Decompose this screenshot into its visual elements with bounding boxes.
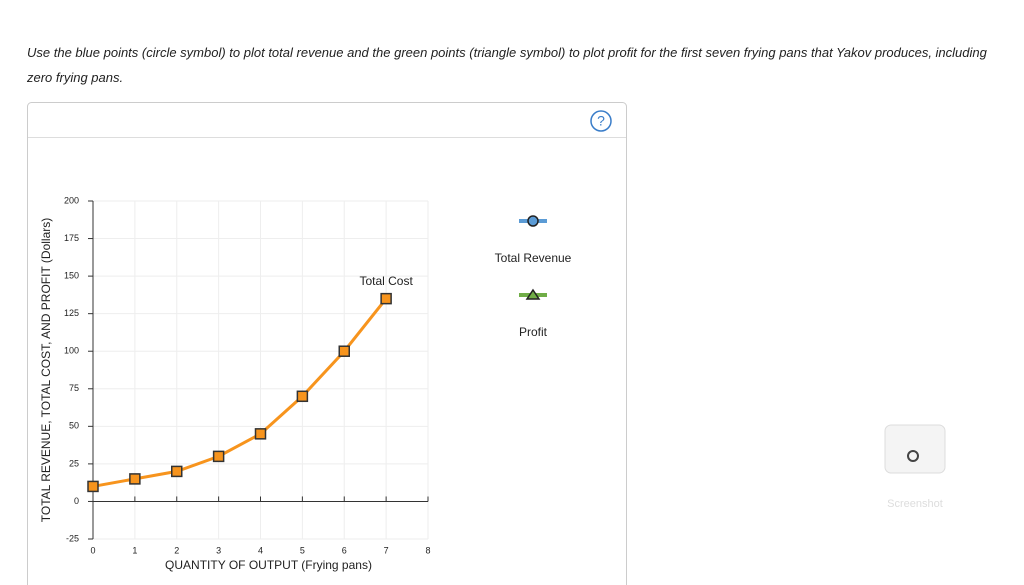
x-axis-title: QUANTITY OF OUTPUT (Frying pans) [165, 558, 372, 572]
y-tick-label: 50 [69, 421, 79, 431]
palette-label: Total Revenue [495, 251, 572, 265]
point-marker [254, 428, 267, 440]
x-tick-label: 6 [342, 545, 347, 555]
x-tick-label: 0 [90, 545, 95, 555]
x-tick-label: 1 [132, 545, 137, 555]
y-tick-label: 25 [69, 458, 79, 468]
help-button[interactable] [590, 110, 612, 132]
instructions: Use the blue points (circle symbol) to p… [27, 45, 987, 85]
y-tick-label: 175 [64, 233, 79, 243]
y-tick-label: 0 [74, 496, 79, 506]
palette-tool[interactable]: Profit [519, 288, 548, 339]
screenshot-icon[interactable] [884, 424, 946, 474]
x-tick-label: 7 [384, 545, 389, 555]
point-marker [87, 480, 99, 493]
point-marker [338, 345, 350, 357]
x-tick-label: 3 [216, 545, 221, 555]
palette-label: Profit [519, 325, 548, 339]
point-marker [296, 390, 309, 403]
point-marker [129, 473, 141, 485]
y-tick-label: 150 [64, 270, 79, 280]
screenshot-widget[interactable]: Screenshot [884, 424, 946, 510]
palette-tool[interactable]: Total Revenue [495, 215, 572, 265]
y-axis-title: TOTAL REVENUE, TOTAL COST, AND PROFIT (D… [39, 218, 53, 523]
y-tick-label: 100 [64, 346, 79, 356]
y-tick-label: -25 [66, 533, 79, 543]
y-tick-label: 125 [64, 308, 79, 318]
y-tick-label: 75 [69, 383, 79, 393]
x-tick-label: 2 [174, 545, 179, 555]
panel-frame [27, 102, 627, 585]
y-tick-label: 200 [64, 195, 79, 205]
point-marker [212, 450, 225, 463]
series-line [92, 297, 388, 488]
series-label: Total Cost [359, 274, 413, 288]
palette-symbol [525, 288, 541, 300]
point-marker [380, 292, 392, 305]
point-marker [171, 465, 183, 478]
screenshot-label: Screenshot [887, 498, 943, 510]
help-icon[interactable]: ? [597, 113, 605, 129]
screenshot-lens [907, 450, 919, 462]
x-tick-label: 4 [258, 545, 263, 555]
palette-symbol [527, 215, 539, 227]
x-tick-label: 5 [300, 545, 305, 555]
x-tick-label: 8 [425, 545, 430, 555]
